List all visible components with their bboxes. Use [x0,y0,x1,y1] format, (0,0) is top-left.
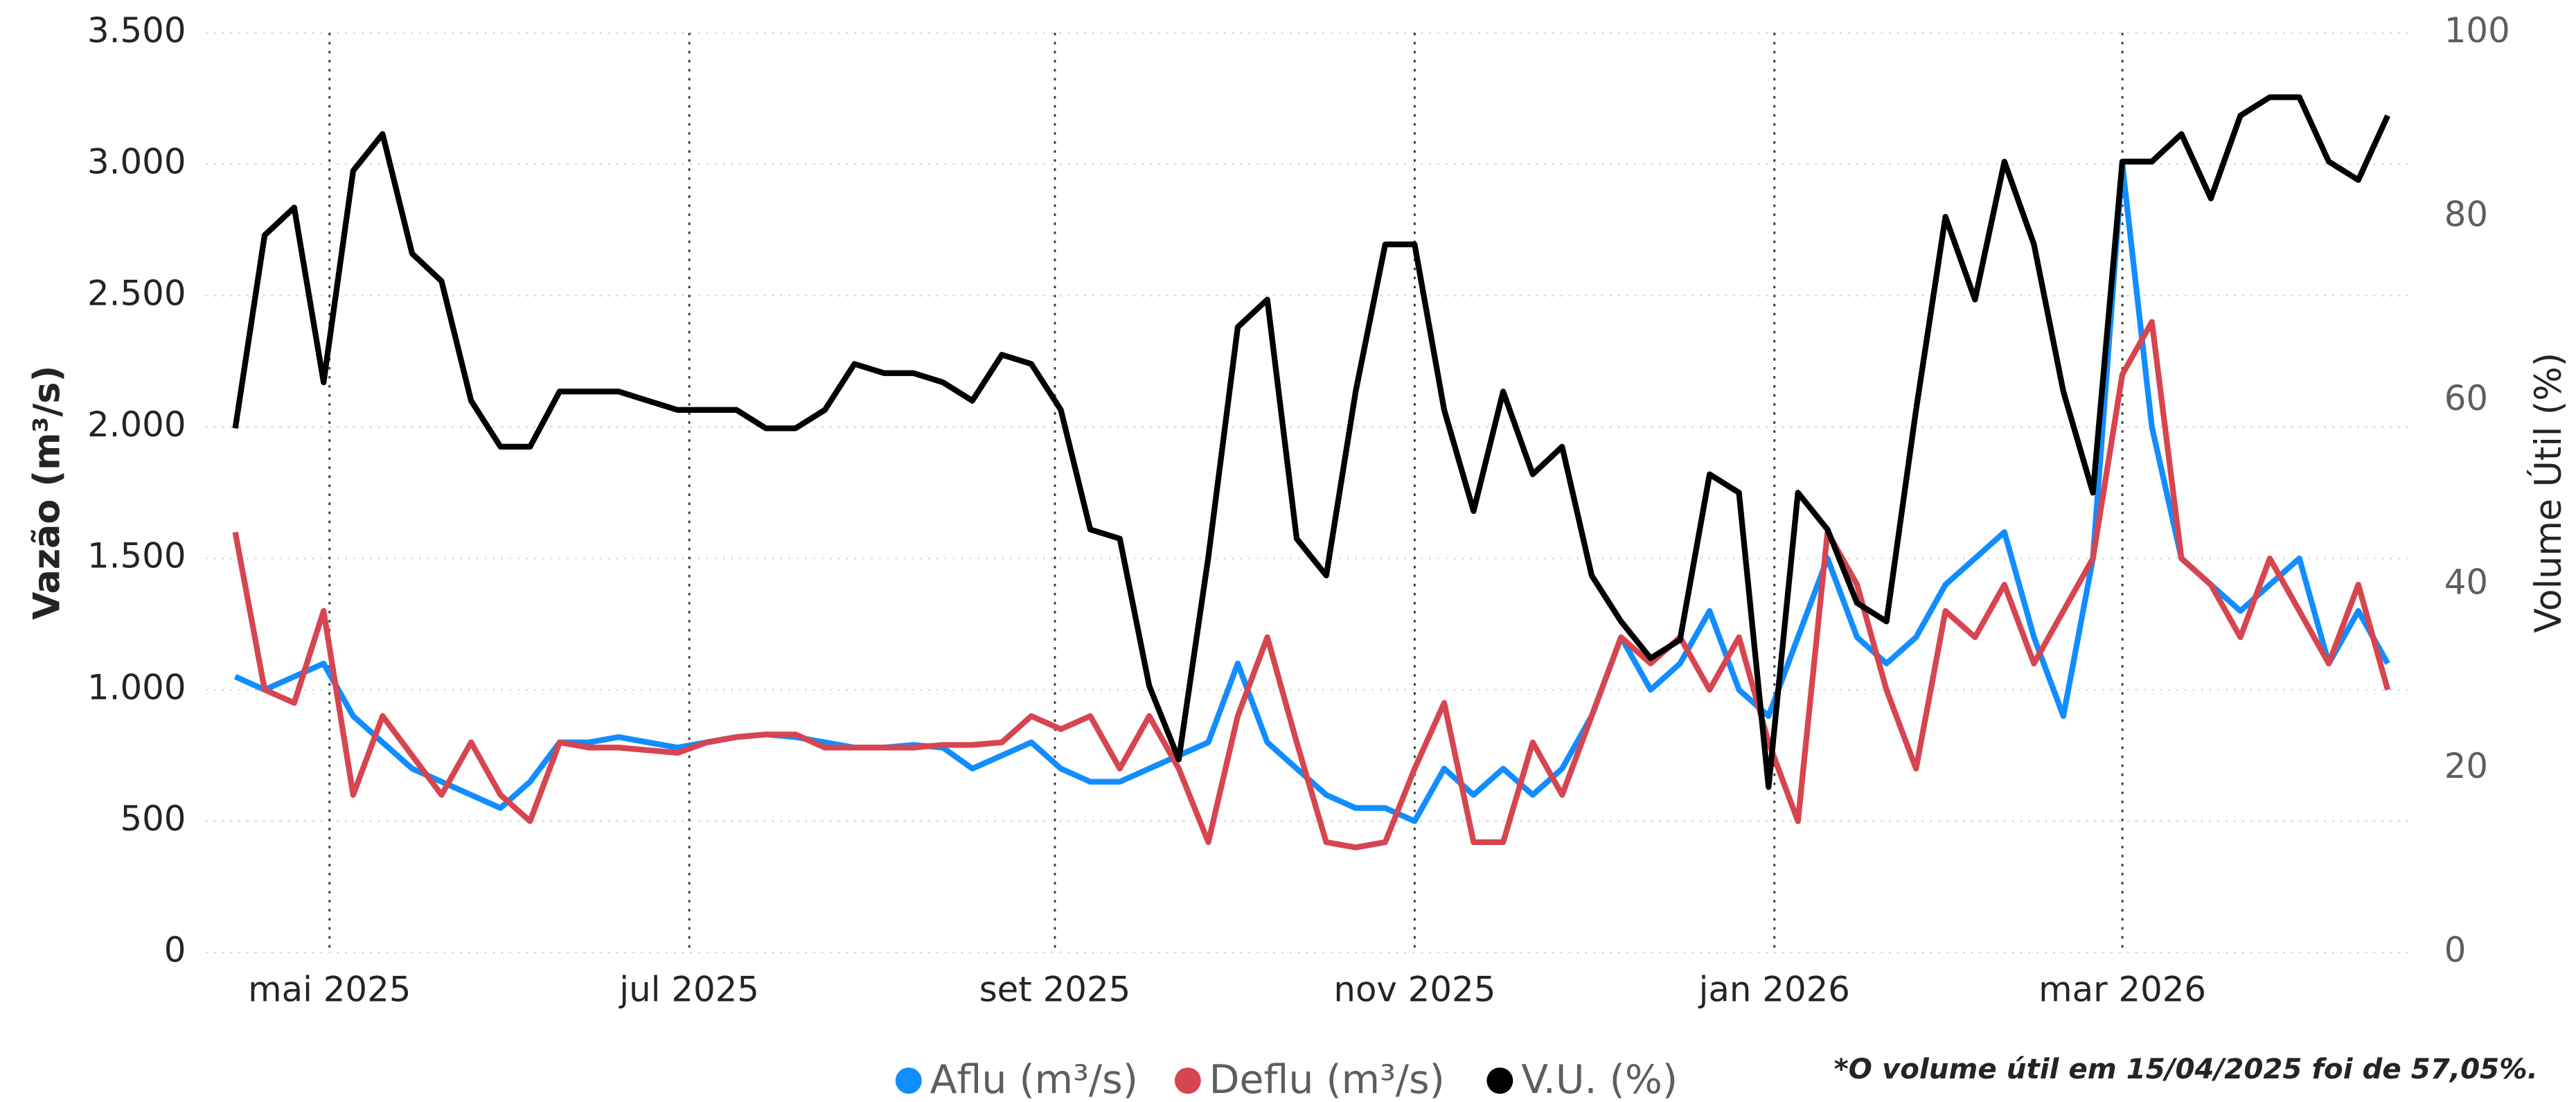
series-line [232,94,2390,790]
x-tick-label: jan 2026 [1698,970,1850,1010]
series-line [232,319,2391,851]
y-tick-label: 500 [120,799,186,839]
legend-text: Deflu (m³/s) [1209,1057,1445,1102]
x-tick-label: nov 2025 [1333,970,1495,1010]
y-tick-label: 0 [164,930,186,970]
y-tick-label: 1.500 [87,536,186,576]
legend-marker [1174,1067,1201,1094]
series-line [233,161,2390,824]
x-tick-label: jul 2025 [619,970,759,1010]
annotation: *O volume útil em 15/04/2025 foi de 57,0… [1834,1053,2538,1085]
y-tick-label: 1.000 [87,667,186,707]
y-tick-label: 3.000 [87,142,186,182]
y-tick-label: 2.500 [87,273,186,313]
y2-tick-label: 100 [2444,10,2510,51]
y2-tick-label: 20 [2444,746,2488,786]
y2-tick-label: 60 [2444,378,2488,418]
x-tick-label: mai 2025 [248,970,411,1010]
y2-tick-label: 40 [2444,562,2488,603]
y2-tick-label: 80 [2444,194,2488,234]
legend-text: V.U. (%) [1521,1057,1678,1102]
y2-axis-title: Volume Útil (%) [2527,353,2570,633]
legend-marker [895,1067,922,1094]
y-tick-label: 2.000 [87,405,186,445]
y2-tick-label: 0 [2444,930,2467,970]
x-tick-label: set 2025 [979,970,1131,1010]
y-tick-label: 3.500 [87,10,186,51]
legend-text: Aflu (m³/s) [930,1057,1138,1102]
legend-marker [1486,1067,1513,1094]
x-tick-label: mar 2026 [2038,970,2206,1010]
y-axis-title: Vazão (m³/s) [27,366,69,620]
